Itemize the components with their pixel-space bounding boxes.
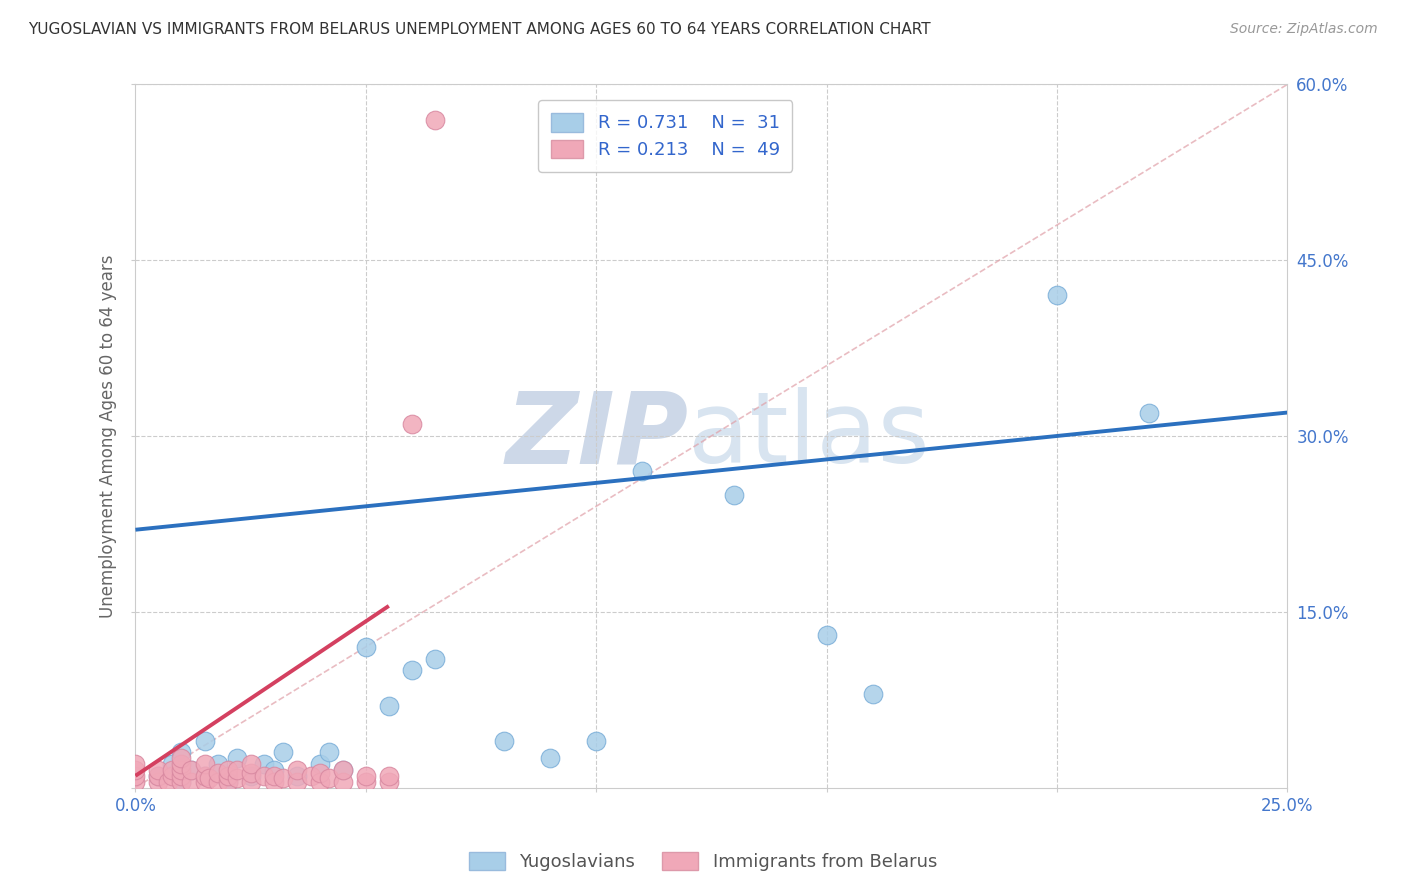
Point — [217, 763, 239, 777]
Point — [253, 757, 276, 772]
Point — [148, 769, 170, 783]
Point — [263, 774, 285, 789]
Point — [170, 774, 193, 789]
Point — [401, 664, 423, 678]
Point — [271, 771, 294, 785]
Point — [492, 733, 515, 747]
Point — [124, 769, 146, 783]
Point — [217, 774, 239, 789]
Point — [723, 487, 745, 501]
Text: Source: ZipAtlas.com: Source: ZipAtlas.com — [1230, 22, 1378, 37]
Point — [217, 774, 239, 789]
Point — [332, 763, 354, 777]
Point — [207, 757, 229, 772]
Text: atlas: atlas — [689, 387, 929, 484]
Point — [378, 698, 401, 713]
Point — [148, 763, 170, 777]
Point — [170, 751, 193, 765]
Point — [207, 774, 229, 789]
Point — [193, 733, 215, 747]
Point — [423, 651, 446, 665]
Point — [180, 763, 202, 777]
Legend: R = 0.731    N =  31, R = 0.213    N =  49: R = 0.731 N = 31, R = 0.213 N = 49 — [538, 101, 793, 171]
Point — [423, 112, 446, 127]
Point — [170, 769, 193, 783]
Point — [401, 417, 423, 432]
Point — [308, 766, 330, 780]
Point — [285, 769, 308, 783]
Point — [354, 774, 377, 789]
Point — [308, 774, 330, 789]
Point — [162, 763, 184, 777]
Point — [585, 733, 607, 747]
Point — [1046, 288, 1069, 302]
Point — [180, 774, 202, 789]
Point — [124, 763, 146, 777]
Point — [285, 763, 308, 777]
Point — [253, 769, 276, 783]
Point — [332, 774, 354, 789]
Point — [538, 751, 561, 765]
Point — [862, 687, 884, 701]
Point — [318, 771, 340, 785]
Point — [124, 757, 146, 772]
Point — [299, 769, 322, 783]
Text: YUGOSLAVIAN VS IMMIGRANTS FROM BELARUS UNEMPLOYMENT AMONG AGES 60 TO 64 YEARS CO: YUGOSLAVIAN VS IMMIGRANTS FROM BELARUS U… — [28, 22, 931, 37]
Point — [285, 774, 308, 789]
Point — [148, 774, 170, 789]
Point — [263, 763, 285, 777]
Legend: Yugoslavians, Immigrants from Belarus: Yugoslavians, Immigrants from Belarus — [461, 845, 945, 879]
Point — [378, 769, 401, 783]
Y-axis label: Unemployment Among Ages 60 to 64 years: Unemployment Among Ages 60 to 64 years — [100, 254, 117, 618]
Point — [193, 757, 215, 772]
Point — [124, 774, 146, 789]
Point — [162, 769, 184, 783]
Point — [170, 763, 193, 777]
Point — [225, 771, 247, 785]
Point — [170, 757, 193, 772]
Point — [225, 763, 247, 777]
Point — [217, 769, 239, 783]
Point — [193, 769, 215, 783]
Point — [239, 757, 262, 772]
Point — [198, 771, 221, 785]
Point — [207, 766, 229, 780]
Point — [1137, 405, 1160, 419]
Point — [308, 757, 330, 772]
Point — [239, 766, 262, 780]
Text: ZIP: ZIP — [505, 387, 689, 484]
Point — [148, 769, 170, 783]
Point — [193, 769, 215, 783]
Point — [156, 774, 179, 789]
Point — [180, 763, 202, 777]
Point — [239, 769, 262, 783]
Point — [332, 763, 354, 777]
Point — [263, 769, 285, 783]
Point — [271, 745, 294, 759]
Point — [354, 640, 377, 654]
Point — [631, 464, 654, 478]
Point — [378, 774, 401, 789]
Point — [170, 774, 193, 789]
Point — [354, 769, 377, 783]
Point — [170, 745, 193, 759]
Point — [239, 774, 262, 789]
Point — [193, 774, 215, 789]
Point — [162, 757, 184, 772]
Point — [225, 751, 247, 765]
Point — [318, 745, 340, 759]
Point — [815, 628, 838, 642]
